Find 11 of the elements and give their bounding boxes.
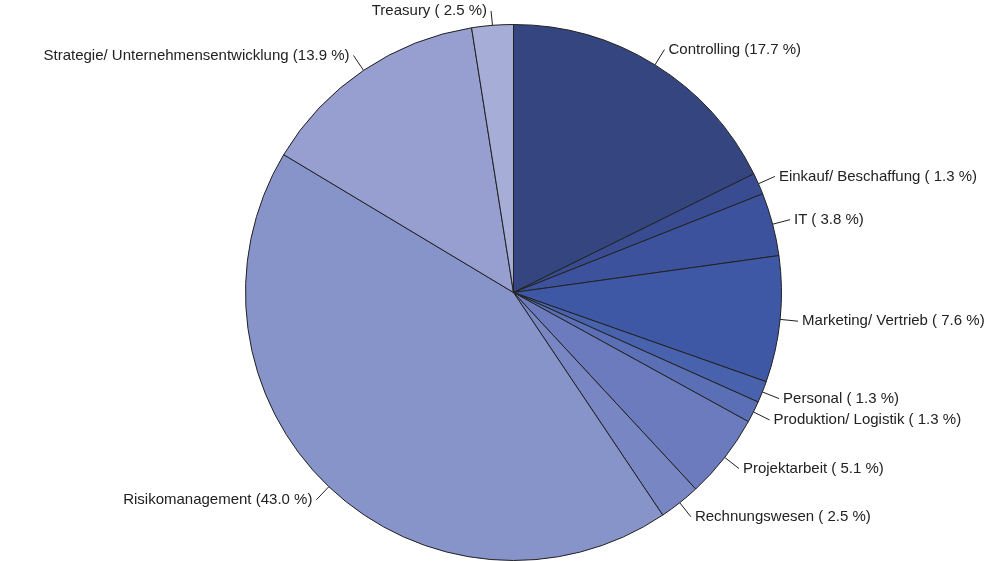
- slice-label: Controlling (17.7 %): [668, 39, 802, 57]
- slice-label: Personal ( 1.3 %): [783, 388, 899, 406]
- slice-label: Produktion/ Logistik ( 1.3 %): [773, 410, 962, 428]
- slice-label: Rechnungswesen ( 2.5 %): [694, 506, 871, 524]
- slice-label: Projektarbeit ( 5.1 %): [742, 458, 884, 476]
- slice-label: Strategie/ Unternehmensentwicklung (13.9 %): [43, 45, 350, 63]
- slice-label: IT ( 3.8 %): [794, 209, 864, 227]
- slice-label: Treasury ( 2.5 %): [371, 1, 488, 19]
- slice-label: Einkauf/ Beschaffung ( 1.3 %): [778, 166, 978, 184]
- slice-label: Risikomanagement (43.0 %): [123, 489, 313, 507]
- slice-label: Marketing/ Vertrieb ( 7.6 %): [802, 311, 985, 329]
